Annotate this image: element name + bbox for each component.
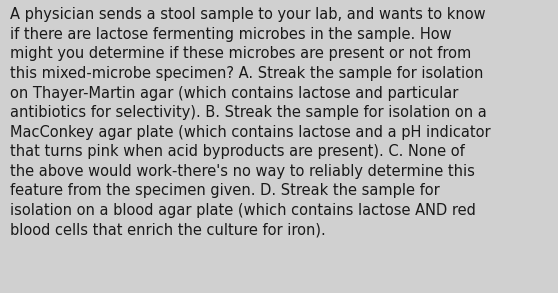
Text: A physician sends a stool sample to your lab, and wants to know
if there are lac: A physician sends a stool sample to your… <box>10 7 490 238</box>
